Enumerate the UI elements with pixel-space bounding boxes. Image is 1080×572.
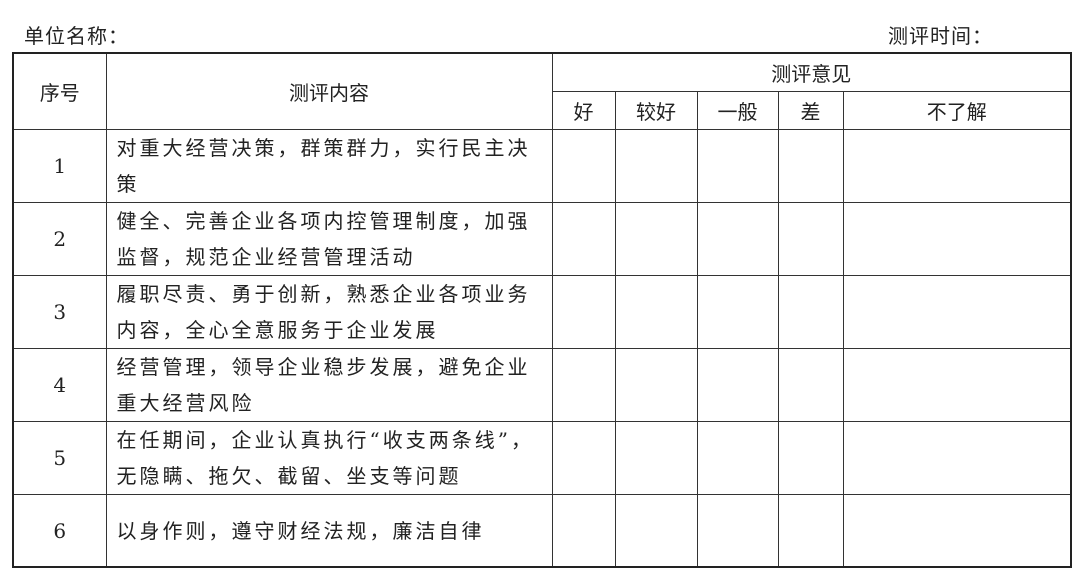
rating-cell-unknown[interactable] [842,348,1072,422]
header-rating-poor: 差 [777,91,844,130]
rating-cell-poor[interactable] [777,275,844,349]
row-index: 4 [12,348,107,422]
table-row: 3 履职尽责、勇于创新，熟悉企业各项业务内容，全心全意服务于企业发展 [12,275,1072,349]
table-row: 1 对重大经营决策，群策群力，实行民主决策 [12,129,1072,203]
rating-cell-good[interactable] [551,275,616,349]
rating-cell-good[interactable] [551,348,616,422]
rating-cell-fairly-good[interactable] [614,494,698,568]
rating-cell-poor[interactable] [777,129,844,203]
table-row: 6 以身作则，遵守财经法规，廉洁自律 [12,494,1072,568]
rating-cell-fairly-good[interactable] [614,275,698,349]
rating-cell-unknown[interactable] [842,202,1072,276]
rating-cell-average[interactable] [696,275,779,349]
row-content: 经营管理，领导企业稳步发展，避免企业重大经营风险 [105,348,553,422]
rating-cell-fairly-good[interactable] [614,202,698,276]
rating-cell-fairly-good[interactable] [614,348,698,422]
rating-cell-average[interactable] [696,202,779,276]
evaluation-time-label: 测评时间： [888,24,993,48]
row-index: 3 [12,275,107,349]
rating-cell-poor[interactable] [777,348,844,422]
header-content: 测评内容 [105,52,553,130]
row-content: 履职尽责、勇于创新，熟悉企业各项业务内容，全心全意服务于企业发展 [105,275,553,349]
rating-cell-average[interactable] [696,348,779,422]
rating-cell-good[interactable] [551,494,616,568]
row-content: 对重大经营决策，群策群力，实行民主决策 [105,129,553,203]
header-rating-unknown: 不了解 [842,91,1072,130]
table-row: 2 健全、完善企业各项内控管理制度，加强监督，规范企业经营管理活动 [12,202,1072,276]
rating-cell-average[interactable] [696,494,779,568]
rating-cell-average[interactable] [696,421,779,495]
header-rating-average: 一般 [696,91,779,130]
rating-cell-poor[interactable] [777,494,844,568]
row-index: 2 [12,202,107,276]
header-opinion: 测评意见 [551,52,1072,92]
rating-cell-good[interactable] [551,421,616,495]
rating-cell-unknown[interactable] [842,421,1072,495]
rating-cell-poor[interactable] [777,202,844,276]
evaluation-table: 序号 测评内容 测评意见 好 较好 一般 差 不了解 1 对重大经营决策，群策群力… [12,52,1073,568]
table-row: 4 经营管理，领导企业稳步发展，避免企业重大经营风险 [12,348,1072,422]
rating-cell-unknown[interactable] [842,494,1072,568]
row-index: 5 [12,421,107,495]
header-index: 序号 [12,52,107,130]
header-rating-good: 好 [551,91,616,130]
unit-name-label: 单位名称： [24,24,129,48]
row-content: 健全、完善企业各项内控管理制度，加强监督，规范企业经营管理活动 [105,202,553,276]
rating-cell-poor[interactable] [777,421,844,495]
rating-cell-average[interactable] [696,129,779,203]
rating-cell-unknown[interactable] [842,129,1072,203]
row-content: 在任期间，企业认真执行“收支两条线”，无隐瞒、拖欠、截留、坐支等问题 [105,421,553,495]
row-content: 以身作则，遵守财经法规，廉洁自律 [105,494,553,568]
row-index: 6 [12,494,107,568]
row-index: 1 [12,129,107,203]
rating-cell-good[interactable] [551,129,616,203]
rating-cell-unknown[interactable] [842,275,1072,349]
rating-cell-fairly-good[interactable] [614,421,698,495]
header-rating-fairly-good: 较好 [614,91,698,130]
rating-cell-good[interactable] [551,202,616,276]
table-row: 5 在任期间，企业认真执行“收支两条线”，无隐瞒、拖欠、截留、坐支等问题 [12,421,1072,495]
rating-cell-fairly-good[interactable] [614,129,698,203]
